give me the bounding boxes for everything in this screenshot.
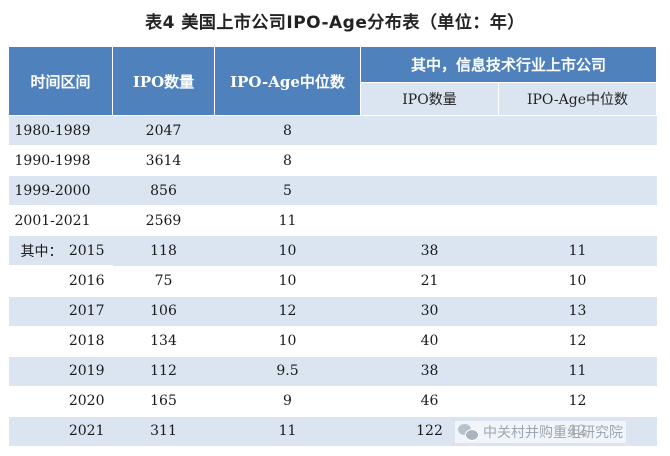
cell-period: 2017 (8, 296, 113, 327)
cell-it-ipo-count (360, 205, 499, 236)
cell-it-ipo-age-median: 11 (498, 235, 657, 267)
cell-period: 2020 (8, 386, 113, 417)
cell-ipo-count: 112 (112, 356, 215, 387)
table-row: 1980-1989 2047 8 (8, 115, 657, 146)
cell-it-ipo-count: 46 (360, 386, 499, 417)
cell-it-ipo-count (360, 145, 499, 176)
cell-ipo-age-median: 9.5 (214, 356, 361, 387)
wechat-icon (458, 424, 479, 441)
header-ipo-age-median: IPO-Age中位数 (214, 46, 361, 116)
cell-period: 2019 (8, 356, 113, 387)
header-it-ipo-count: IPO数量 (360, 81, 499, 116)
cell-ipo-count: 2569 (112, 205, 215, 236)
table-row: 1999-2000 856 5 (8, 175, 657, 206)
cell-ipo-age-median: 10 (214, 266, 361, 297)
cell-it-ipo-count: 21 (360, 266, 499, 297)
table-row: 2018 134 10 40 12 (8, 326, 657, 357)
cell-period: 2016 (8, 266, 113, 297)
cell-ipo-count: 118 (112, 235, 215, 267)
cell-it-ipo-age-median (498, 205, 657, 236)
cell-it-ipo-age-median (498, 175, 657, 206)
cell-ipo-count: 134 (112, 326, 215, 357)
cell-it-ipo-age-median: 13 (498, 296, 657, 327)
cell-period: 1999-2000 (8, 175, 113, 206)
cell-period: 2001-2021 (8, 205, 113, 236)
cell-ipo-count: 3614 (112, 145, 215, 176)
header-period: 时间区间 (8, 46, 113, 116)
cell-ipo-count: 165 (112, 386, 215, 417)
watermark: 中关村并购重组研究院 (455, 421, 626, 443)
table-row: 20213111112212 (8, 416, 657, 447)
cell-ipo-age-median: 9 (214, 386, 361, 417)
header-it-ipo-age-median: IPO-Age中位数 (497, 81, 658, 116)
cell-period-lead: 其中： (20, 243, 63, 260)
table-body: 1980-1989 2047 8 1990-1998 3614 8 1999-2000 856… (8, 115, 657, 447)
table-row: 1990-1998 3614 8 (8, 145, 657, 176)
cell-it-ipo-age-median: 12 (498, 386, 657, 417)
table-row: 2017 106 12 30 13 (8, 296, 657, 327)
table-row: 其中： 2015 118 10 38 11 (8, 235, 657, 267)
cell-period: 2018 (8, 326, 113, 357)
cell-ipo-count: 856 (112, 175, 215, 206)
cell-ipo-count: 2047 (112, 115, 215, 146)
cell-ipo-age-median: 11 (214, 416, 361, 447)
cell-it-ipo-age-median (498, 115, 657, 146)
cell-ipo-age-median: 12 (214, 296, 361, 327)
header-ipo-count: IPO数量 (112, 46, 215, 116)
ipo-age-table: 时间区间 IPO数量 IPO-Age中位数 其中，信息技术行业上市公司 IPO数… (8, 46, 658, 447)
cell-period: 1990-1998 (8, 145, 113, 176)
cell-period-value: 2015 (68, 242, 105, 259)
cell-period: 2021 (8, 416, 113, 447)
cell-it-ipo-count (360, 175, 499, 206)
cell-ipo-age-median: 8 (214, 115, 361, 146)
table-row: 2016 75 10 21 10 (8, 266, 657, 297)
watermark-text: 中关村并购重组研究院 (483, 425, 623, 441)
table-row: 2019 112 9.5 38 11 (8, 356, 657, 387)
cell-ipo-age-median: 11 (214, 205, 361, 236)
table-row: 2001-2021 2569 11 (8, 205, 657, 236)
cell-ipo-count: 311 (112, 416, 215, 447)
cell-ipo-age-median: 10 (214, 326, 361, 357)
table-row: 2020 165 9 46 12 (8, 386, 657, 417)
cell-it-ipo-age-median: 12 (498, 326, 657, 357)
cell-ipo-count: 75 (112, 266, 215, 297)
cell-ipo-age-median: 5 (214, 175, 361, 206)
cell-it-ipo-count: 38 (360, 356, 499, 387)
cell-it-ipo-count: 40 (360, 326, 499, 357)
cell-it-ipo-count: 38 (360, 235, 499, 267)
header-it-group: 其中，信息技术行业上市公司 (359, 46, 658, 83)
cell-it-ipo-age-median: 10 (498, 266, 657, 297)
cell-it-ipo-count: 30 (360, 296, 499, 327)
cell-ipo-age-median: 8 (214, 145, 361, 176)
table-title: 表4 美国上市公司IPO-Age分布表（单位：年） (145, 13, 525, 33)
cell-period: 其中： 2015 (8, 236, 113, 266)
cell-it-ipo-count (360, 115, 499, 146)
cell-period: 1980-1989 (8, 115, 113, 146)
cell-it-ipo-age-median: 11 (498, 356, 657, 387)
cell-ipo-count: 106 (112, 296, 215, 327)
cell-it-ipo-age-median (498, 145, 657, 176)
cell-ipo-age-median: 10 (214, 235, 361, 267)
